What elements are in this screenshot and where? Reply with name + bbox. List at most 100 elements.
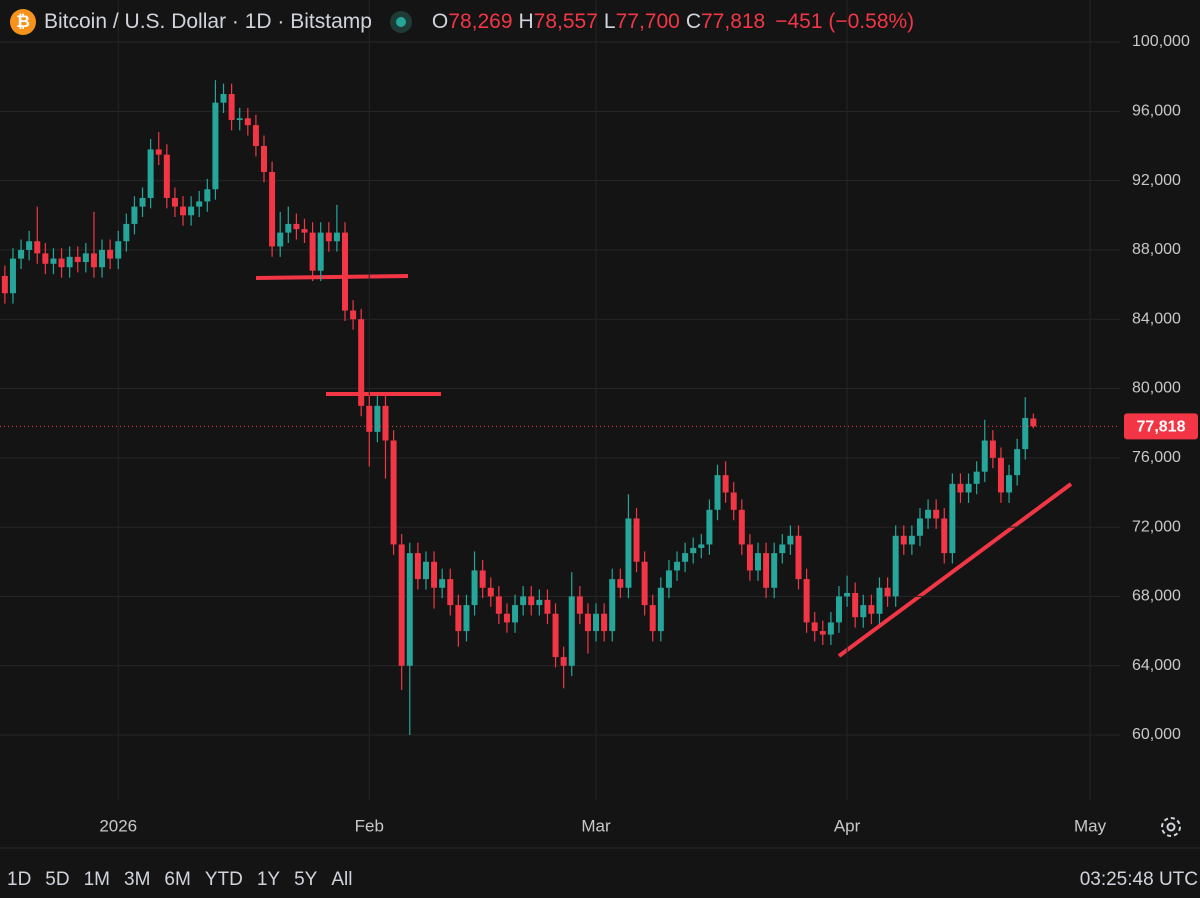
candle-body (447, 579, 454, 606)
candle-body (66, 256, 73, 268)
candle-body (155, 149, 162, 155)
candle-body (204, 189, 211, 202)
candle-body (34, 241, 41, 254)
range-button[interactable]: YTD (204, 869, 243, 890)
candle-body (406, 553, 413, 666)
candle-body (633, 518, 640, 562)
settings-icon[interactable] (1161, 817, 1181, 837)
y-tick-label: 80,000 (1132, 380, 1181, 397)
y-tick-label: 76,000 (1132, 449, 1181, 466)
gear-center (1166, 822, 1176, 832)
candle-body (568, 596, 575, 666)
clock[interactable]: 03:25:48 UTC (1079, 869, 1198, 890)
x-tick-label: May (1074, 816, 1107, 835)
candle-body (730, 492, 737, 510)
symbol-header: ₿ Bitcoin / U.S. Dollar · 1D · Bitstamp … (10, 6, 914, 38)
candle-body (1014, 449, 1021, 476)
y-tick-label: 92,000 (1132, 172, 1181, 189)
candle-body (293, 223, 300, 230)
y-tick-label: 84,000 (1132, 310, 1181, 327)
ohlc-key: O (431, 10, 449, 33)
candle-body (690, 547, 697, 554)
candle-body (560, 657, 567, 666)
candle-body (196, 201, 203, 207)
candle-body (941, 518, 948, 554)
range-button[interactable]: All (331, 869, 353, 890)
ohlc-key: H (518, 10, 534, 33)
candle-body (738, 509, 745, 545)
candle-body (374, 405, 381, 432)
y-tick-label: 100,000 (1132, 33, 1190, 50)
last-price-box (1124, 413, 1198, 440)
candle-body (212, 102, 219, 190)
candle-body (665, 570, 672, 588)
candle-body (431, 561, 438, 588)
gear-ring (1161, 817, 1181, 837)
candle-body (617, 579, 624, 588)
candle-body (528, 596, 535, 606)
candle-body (18, 249, 25, 259)
candle-body (949, 483, 956, 554)
candle-body (698, 544, 705, 548)
candle-body (674, 561, 681, 571)
candle-body (787, 535, 794, 545)
candle-body (722, 475, 729, 493)
candle-body (657, 587, 664, 632)
candle-body (706, 509, 713, 545)
candle-body (277, 232, 284, 247)
candle-body (90, 253, 97, 268)
range-button[interactable]: 5Y (294, 869, 318, 890)
candle-body (593, 613, 600, 632)
candle-body (341, 232, 348, 311)
range-button[interactable]: 1D (7, 869, 32, 890)
candle-body (115, 241, 122, 259)
candle-body (1030, 418, 1037, 427)
candle-body (779, 544, 786, 554)
ohlc-value: 78,269 (448, 10, 513, 33)
candle-body (1006, 475, 1013, 493)
candle-body (852, 592, 859, 618)
candle-body (876, 587, 883, 614)
symbol-title[interactable]: Bitcoin / U.S. Dollar · 1D · Bitstamp (44, 10, 372, 33)
candle-body (479, 570, 486, 588)
ohlc-value: 78,557 (533, 10, 598, 33)
candle-body (317, 232, 324, 271)
candle-body (925, 509, 932, 519)
candle-body (755, 553, 762, 571)
candle-body (180, 206, 187, 216)
range-button[interactable]: 1M (83, 869, 110, 890)
y-tick-label: 88,000 (1132, 241, 1181, 258)
candle-body (892, 535, 899, 597)
candle-body (916, 518, 923, 536)
candle-body (860, 605, 867, 618)
candle-body (714, 475, 721, 510)
candle-body (325, 232, 332, 242)
candle-body (503, 613, 510, 623)
candle-body (641, 561, 648, 606)
price-change: −451 (−0.58%) (775, 10, 915, 33)
candle-body (981, 440, 988, 472)
candle-body (147, 149, 154, 198)
candle-body (763, 553, 770, 588)
candle-body (139, 197, 146, 207)
candle-body (463, 605, 470, 632)
candle-body (82, 253, 89, 263)
candle-body (771, 553, 778, 588)
candle-body (74, 256, 81, 263)
candle-body (965, 483, 972, 493)
range-button[interactable]: 5D (45, 869, 70, 890)
candle-body (609, 579, 616, 632)
range-button[interactable]: 1Y (256, 869, 281, 890)
candle-body (576, 596, 583, 614)
candle-body (884, 587, 891, 597)
ohlc-value: 77,700 (615, 10, 680, 33)
range-button[interactable]: 3M (124, 869, 151, 890)
candle-body (973, 471, 980, 484)
candle-body (9, 258, 16, 294)
candle-body (163, 154, 170, 198)
candle-body (908, 535, 915, 545)
market-status (389, 11, 412, 33)
range-button[interactable]: 6M (164, 869, 191, 890)
candle-body (649, 605, 656, 632)
